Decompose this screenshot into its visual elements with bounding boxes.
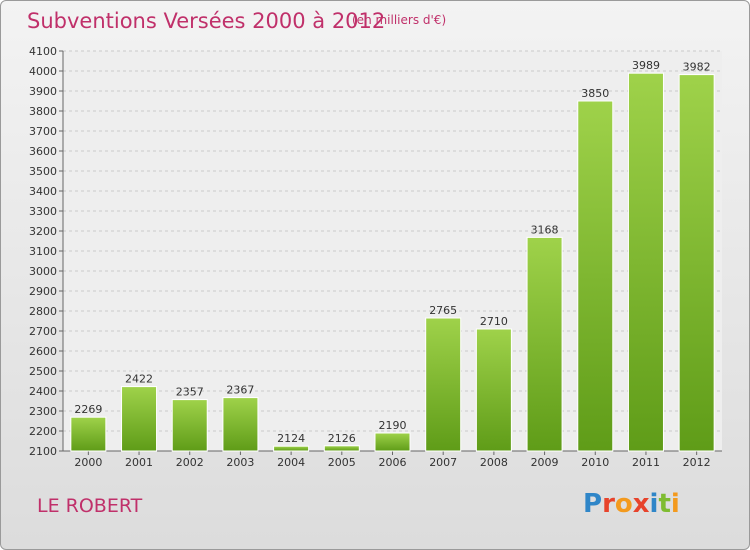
data-label: 2357 [176,386,204,399]
data-label: 3989 [632,59,660,72]
data-label: 2190 [379,419,407,432]
y-tick-label: 4000 [29,65,57,78]
data-label: 3850 [581,87,609,100]
data-label: 2124 [277,432,305,445]
x-tick-label: 2009 [531,456,559,469]
chart-title: Subventions Versées 2000 à 2012 [27,9,386,33]
y-tick-label: 3800 [29,105,57,118]
bar [627,72,664,452]
data-label: 3168 [531,223,559,236]
bar [273,445,310,452]
data-label: 3982 [683,61,711,74]
y-tick-label: 3300 [29,205,57,218]
y-tick-label: 2500 [29,365,57,378]
data-label: 2367 [226,384,254,397]
logo-letter: P [583,489,603,519]
logo-letter: i [649,489,659,519]
bar [475,328,512,452]
y-tick-label: 3000 [29,265,57,278]
y-tick-label: 3100 [29,245,57,258]
grid-layer [59,50,722,455]
commune-name: LE ROBERT [37,495,143,517]
y-tick-label: 3200 [29,225,57,238]
data-label: 2710 [480,315,508,328]
bar [121,386,158,452]
logo-letter: x [632,489,650,519]
y-tick-label: 3500 [29,165,57,178]
bar [374,432,411,452]
x-tick-label: 2005 [328,456,356,469]
y-tick-label: 3600 [29,145,57,158]
bar-layer [70,72,715,452]
x-tick-label: 2011 [632,456,660,469]
label-layer: 2100 2200 2300 2400 2500 2600 2700 2800 2900 3000… [29,45,711,469]
y-tick-label: 2700 [29,325,57,338]
x-tick-label: 2004 [277,456,305,469]
bar [577,100,614,452]
y-tick-label: 2800 [29,305,57,318]
bar [70,416,107,452]
bar [222,397,259,452]
x-tick-label: 2012 [683,456,711,469]
logo-letter: i [670,489,680,519]
x-tick-label: 2001 [125,456,153,469]
data-label: 2269 [74,403,102,416]
logo-letter: t [658,489,671,519]
x-tick-label: 2002 [176,456,204,469]
bar [323,445,360,452]
y-tick-label: 2200 [29,425,57,438]
y-tick-label: 2900 [29,285,57,298]
bar [678,74,715,452]
logo-letter: r [602,489,615,519]
x-tick-label: 2006 [379,456,407,469]
x-tick-label: 2008 [480,456,508,469]
x-tick-label: 2003 [226,456,254,469]
y-tick-label: 2300 [29,405,57,418]
bar [526,236,563,452]
data-label: 2126 [328,432,356,445]
data-label: 2765 [429,304,457,317]
chart-subtitle: (en milliers d'€) [352,13,447,27]
y-tick-label: 3400 [29,185,57,198]
y-tick-label: 2100 [29,445,57,458]
y-tick-label: 3900 [29,85,57,98]
bar [425,317,462,452]
y-tick-label: 2400 [29,385,57,398]
proxiti-logo[interactable]: Proxiti [583,489,680,519]
logo-letter: o [614,489,633,519]
bar [171,399,208,452]
y-tick-label: 4100 [29,45,57,58]
y-tick-label: 3700 [29,125,57,138]
x-tick-label: 2010 [581,456,609,469]
x-tick-label: 2000 [74,456,102,469]
x-tick-label: 2007 [429,456,457,469]
data-label: 2422 [125,373,153,386]
y-tick-label: 2600 [29,345,57,358]
